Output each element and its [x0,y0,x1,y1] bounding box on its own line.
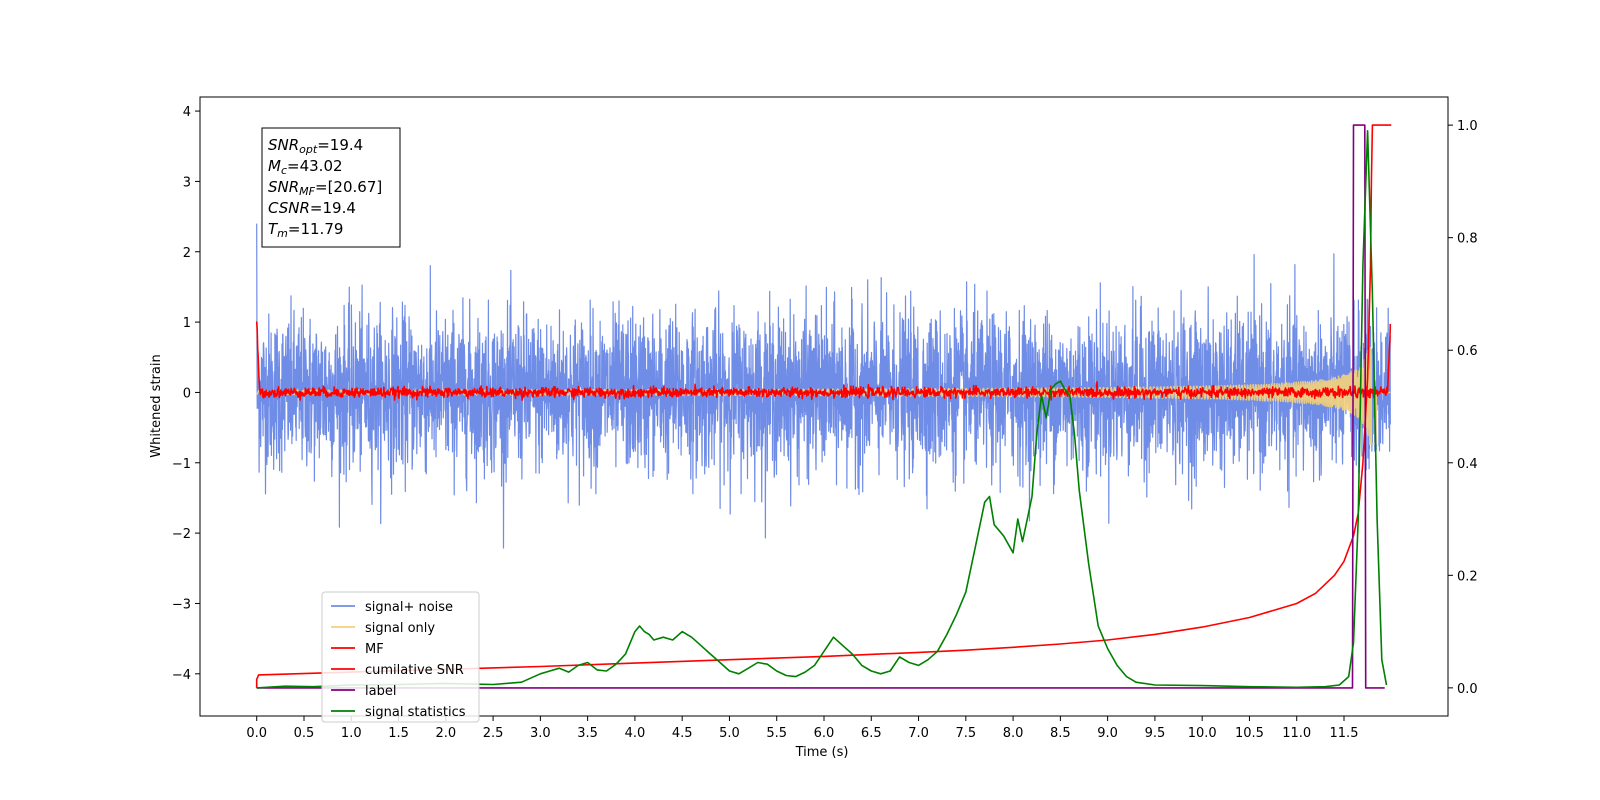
y2-tick-label: 0.4 [1457,457,1478,472]
y-tick-label: 0 [183,386,191,401]
x-tick-label: 5.5 [766,726,787,741]
legend-label-signal-statistics: signal statistics [365,705,466,720]
annotation-symbol: CSNR [268,199,310,217]
annotation-value: =43.02 [287,157,343,175]
x-tick-label: 6.5 [861,726,882,741]
series-layer [255,124,1392,689]
x-tick-label: 1.5 [388,726,409,741]
y-tick-label: 1 [183,316,191,331]
x-tick-label: 0.0 [246,726,267,741]
x-tick-label: 11.5 [1330,726,1359,741]
annotation-subscript: m [277,227,288,240]
y-axis-right: 0.0 0.2 0.4 0.6 0.8 1.0 [1448,119,1478,697]
annotation-value: =19.4 [317,136,363,154]
legend: signal+ noise signal only MF cumilative SNR… [321,591,480,723]
y-tick-label: 2 [183,246,191,261]
y-tick-label: −3 [172,597,191,612]
legend-label-signal-noise: signal+ noise [365,600,453,615]
y-axis-left: −4 −3 −2 −1 0 1 2 3 4 [172,105,200,683]
x-tick-label: 4.5 [672,726,693,741]
y-tick-label: 4 [183,105,191,120]
x-tick-label: 2.5 [483,726,504,741]
x-tick-label: 6.0 [814,726,835,741]
x-tick-label: 2.0 [435,726,456,741]
x-tick-label: 9.5 [1145,726,1166,741]
legend-label-signal-only: signal only [365,621,435,636]
series-label-line [256,124,1385,689]
annotation-line: SNRMF=[20.67] [268,178,382,198]
x-tick-label: 7.5 [955,726,976,741]
series-cumilative-snr-line [255,124,1392,688]
y-axis-title: Whitened strain [149,354,164,457]
x-tick-label: 0.5 [294,726,315,741]
legend-label-mf: MF [365,642,384,657]
annotation-line: SNRopt=19.4 [268,136,363,156]
annotation-symbol: SNR [268,178,299,196]
x-tick-label: 7.0 [908,726,929,741]
x-tick-label: 4.0 [625,726,646,741]
y2-tick-label: 1.0 [1457,119,1478,134]
x-axis: 0.0 0.5 1.0 1.5 2.0 2.5 3.0 3.5 4.0 4.5 5.0 5.5 6.0 6… [246,716,1358,741]
annotation-symbol: M [268,157,281,175]
x-tick-label: 9.0 [1097,726,1118,741]
y-tick-label: −1 [172,457,191,472]
x-tick-label: 3.5 [577,726,598,741]
x-axis-title: Time (s) [795,745,849,760]
y2-tick-label: 0.8 [1457,232,1478,247]
legend-label-label: label [365,684,396,699]
x-tick-label: 5.0 [719,726,740,741]
annotation-value: =11.79 [288,220,344,238]
series-signal-noise-line [256,223,1391,549]
y2-tick-label: 0.0 [1457,682,1478,697]
annotation-line: Tm=11.79 [268,220,343,240]
annotation-line: CSNR=19.4 [268,199,356,217]
y-tick-label: −4 [172,668,191,683]
y2-tick-label: 0.2 [1457,569,1478,584]
y2-tick-label: 0.6 [1457,344,1478,359]
y-tick-label: −2 [172,527,191,542]
x-tick-label: 8.0 [1003,726,1024,741]
annotation-symbol: T [268,220,279,238]
annotation-value: =19.4 [310,199,356,217]
x-tick-label: 8.5 [1050,726,1071,741]
annotation-line: Mc=43.02 [268,157,343,177]
annotation-value: =[20.67] [315,178,382,196]
series-mf-line [255,321,1392,401]
annotation-subscript: c [281,164,287,177]
annotation-subscript: opt [299,143,318,156]
annotation-frame [261,127,401,248]
annotation-box: SNRopt=19.4Mc=43.02SNRMF=[20.67]CSNR=19.… [261,127,401,248]
x-tick-label: 10.5 [1235,726,1264,741]
x-tick-label: 1.0 [341,726,362,741]
y-tick-label: 3 [183,175,191,190]
x-tick-label: 10.0 [1188,726,1217,741]
series-signal-statistics-line [256,130,1388,689]
series-signal-only-line [256,346,1391,445]
legend-label-cumilative-snr: cumilative SNR [365,663,464,678]
annotation-symbol: SNR [268,136,299,154]
annotation-subscript: MF [299,185,315,198]
x-tick-label: 3.0 [530,726,551,741]
x-tick-label: 11.0 [1282,726,1311,741]
legend-frame [321,591,480,723]
